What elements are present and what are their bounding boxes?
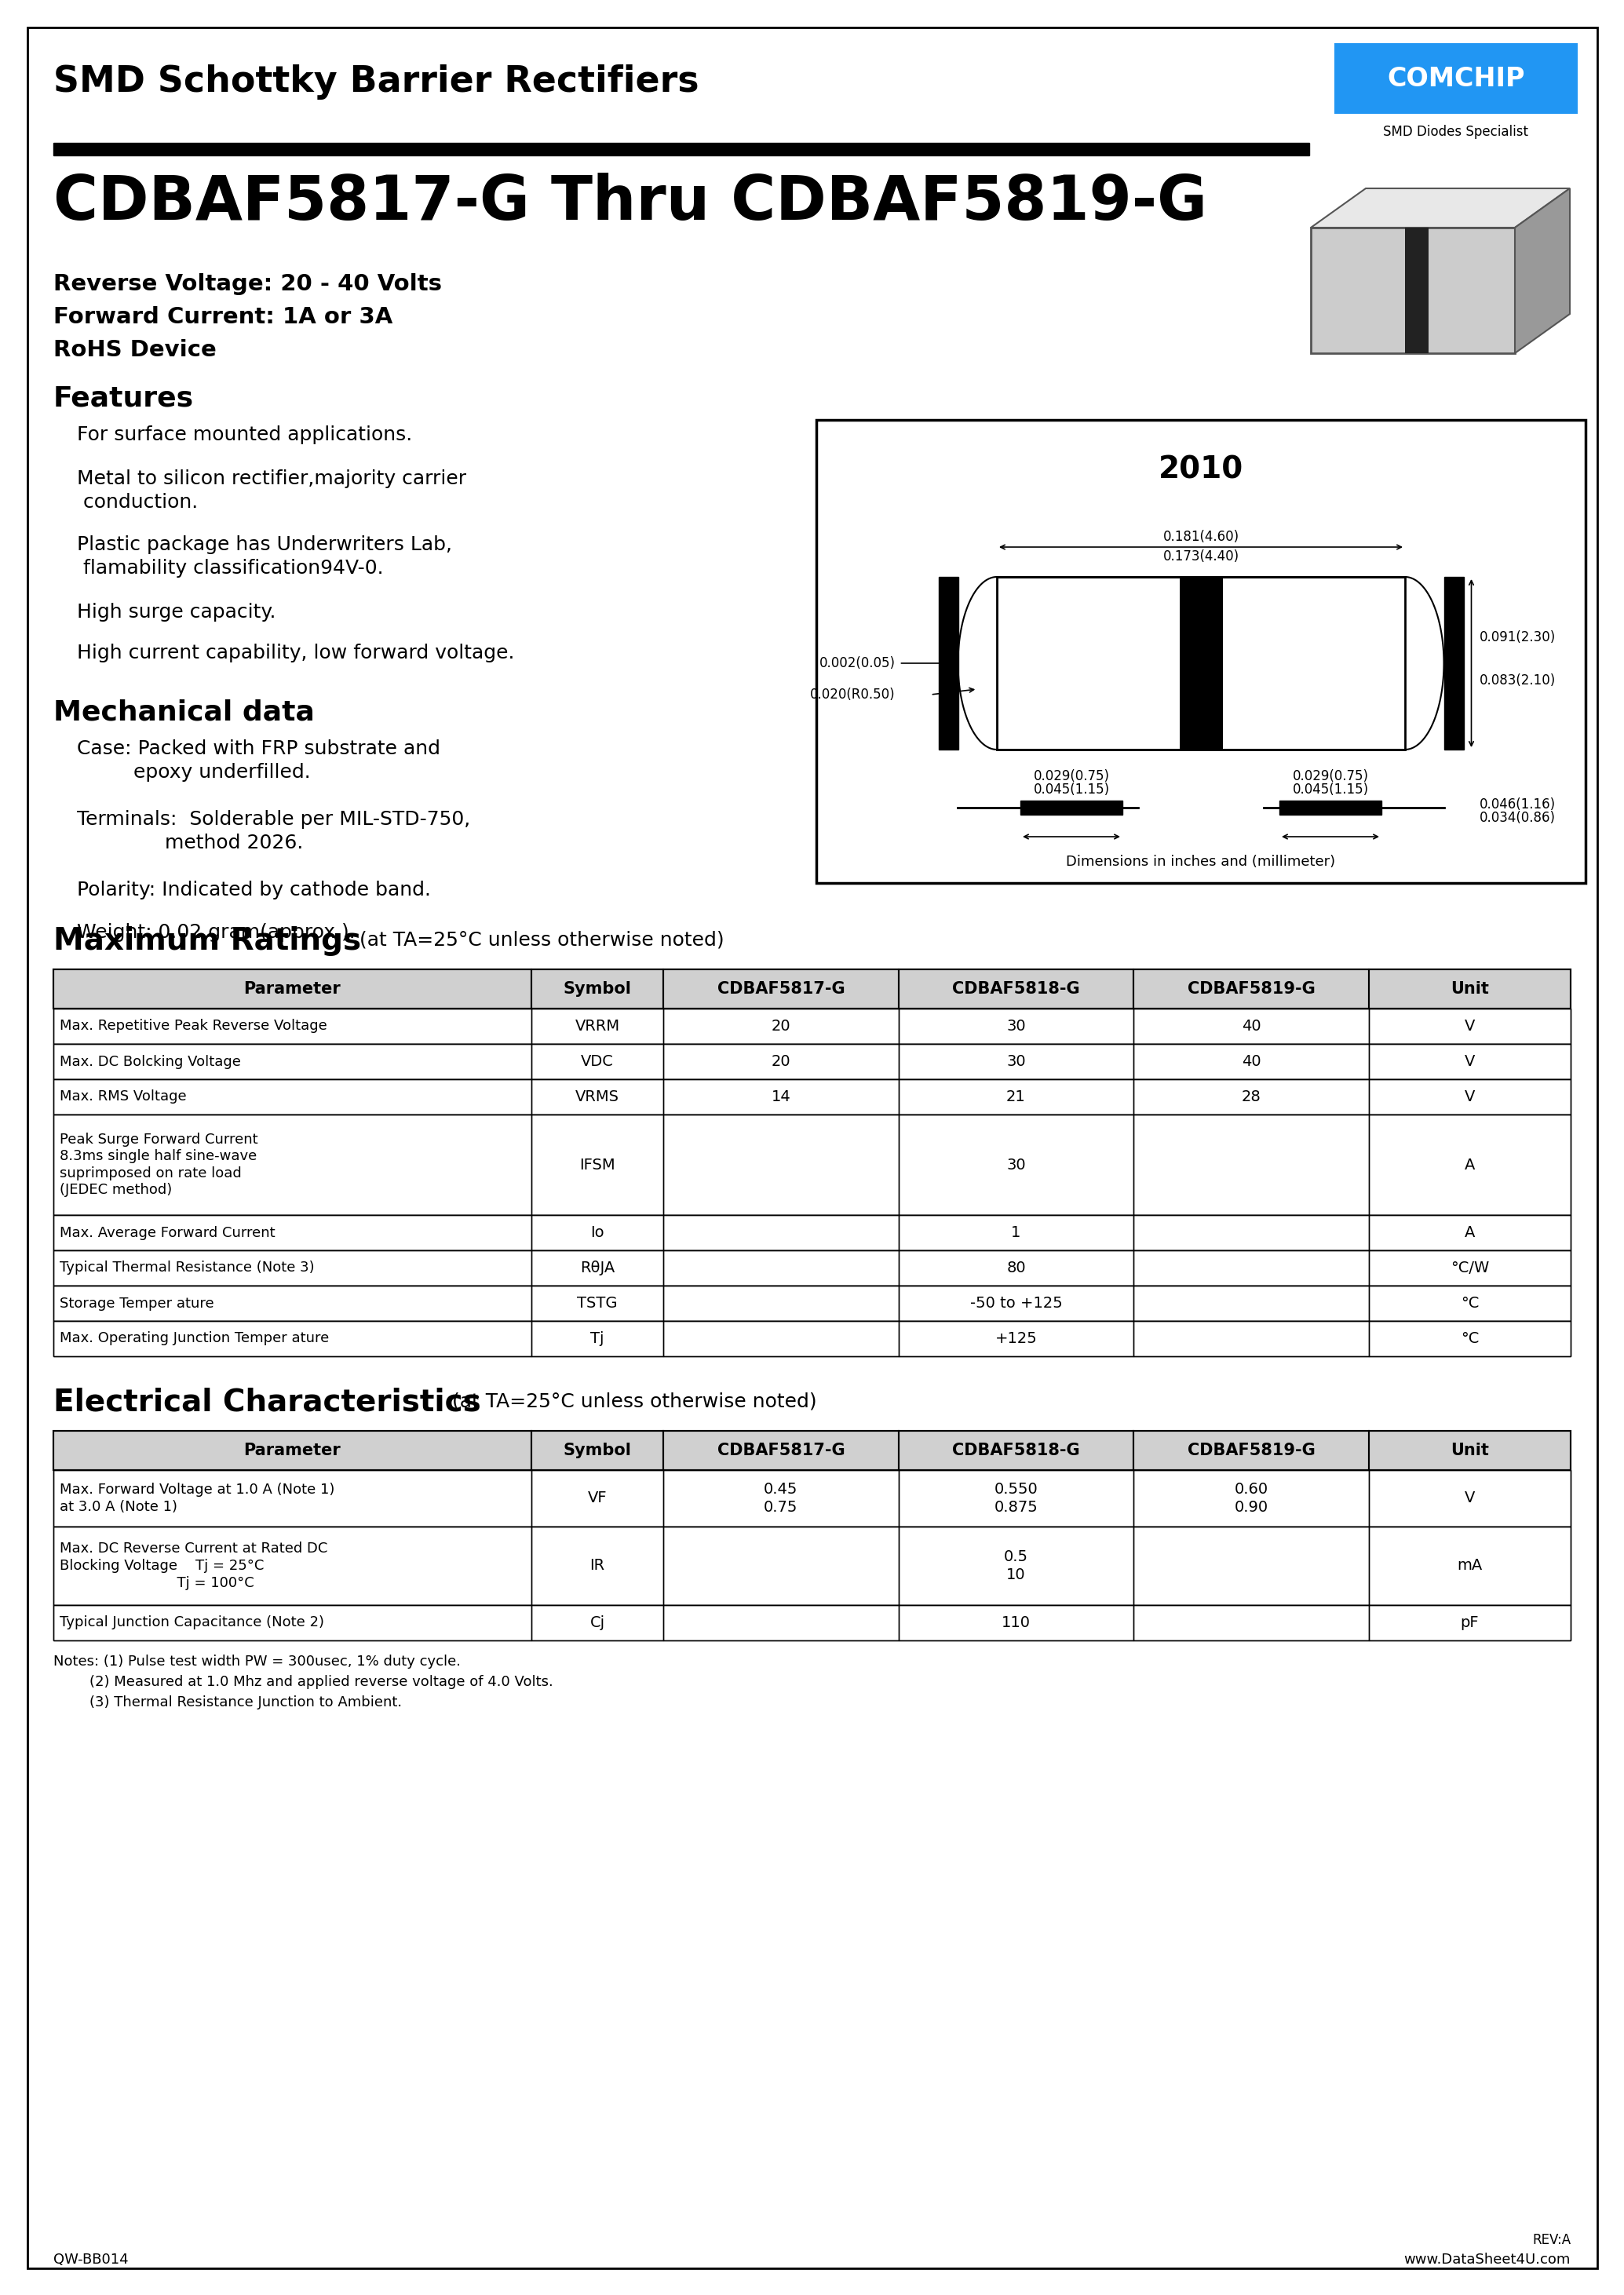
Polygon shape — [1515, 188, 1570, 353]
Text: 0.5
10: 0.5 10 — [1004, 1549, 1028, 1581]
Text: 40: 40 — [1242, 1053, 1260, 1069]
Text: Symbol: Symbol — [564, 980, 632, 996]
Bar — [531, 968, 663, 1008]
Bar — [54, 1322, 531, 1356]
Text: Typical Junction Capacitance (Note 2): Typical Junction Capacitance (Note 2) — [60, 1616, 325, 1629]
Bar — [1280, 801, 1382, 815]
Text: VRMS: VRMS — [575, 1090, 619, 1104]
Text: Forward Current: 1A or 3A: Forward Current: 1A or 3A — [54, 305, 393, 328]
Bar — [898, 1322, 1134, 1356]
Bar — [54, 1214, 1570, 1251]
Bar — [54, 1604, 1570, 1641]
Bar — [54, 1044, 1570, 1079]
Bar — [54, 1526, 531, 1604]
Bar — [1311, 227, 1515, 353]
Bar — [898, 1251, 1134, 1285]
Bar — [1405, 227, 1429, 353]
Bar — [531, 1526, 663, 1604]
Text: RoHS Device: RoHS Device — [54, 340, 216, 360]
Bar — [54, 1526, 1570, 1604]
Text: Notes: (1) Pulse test width PW = 300usec, 1% duty cycle.: Notes: (1) Pulse test width PW = 300usec… — [54, 1655, 461, 1668]
Text: (at TA=25°C unless otherwise noted): (at TA=25°C unless otherwise noted) — [447, 1393, 817, 1411]
Text: Polarity: Indicated by cathode band.: Polarity: Indicated by cathode band. — [76, 881, 430, 900]
Text: °C: °C — [1460, 1297, 1479, 1310]
Text: 30: 30 — [1007, 1019, 1026, 1033]
Bar — [663, 1115, 898, 1214]
Bar — [663, 1526, 898, 1604]
Bar — [1369, 968, 1570, 1008]
Bar — [54, 1008, 1570, 1044]
Text: Features: Features — [54, 386, 193, 411]
Bar — [1020, 801, 1122, 815]
Text: 30: 30 — [1007, 1157, 1026, 1173]
Bar — [898, 1285, 1134, 1322]
Text: Max. Forward Voltage at 1.0 A (Note 1)
at 3.0 A (Note 1): Max. Forward Voltage at 1.0 A (Note 1) a… — [60, 1483, 335, 1515]
Bar — [1369, 1079, 1570, 1115]
Bar — [1134, 1526, 1369, 1604]
Bar — [663, 1471, 898, 1526]
Text: COMCHIP: COMCHIP — [1387, 67, 1525, 92]
Bar — [663, 1430, 898, 1471]
Text: 40: 40 — [1242, 1019, 1260, 1033]
Text: Plastic package has Underwriters Lab,
 flamability classification94V-0.: Plastic package has Underwriters Lab, fl… — [76, 535, 451, 578]
Bar — [531, 1471, 663, 1526]
Bar — [1134, 1044, 1369, 1079]
Bar — [663, 1008, 898, 1044]
Text: Parameter: Parameter — [244, 1444, 341, 1457]
Text: VDC: VDC — [581, 1053, 614, 1069]
Text: 21: 21 — [1007, 1090, 1026, 1104]
Text: Max. DC Bolcking Voltage: Max. DC Bolcking Voltage — [60, 1053, 240, 1069]
Text: Maximum Ratings: Maximum Ratings — [54, 927, 361, 957]
Text: 14: 14 — [771, 1090, 791, 1104]
Bar — [1369, 1430, 1570, 1471]
Bar — [663, 1079, 898, 1115]
Bar — [531, 1115, 663, 1214]
Text: 0.181(4.60): 0.181(4.60) — [1163, 530, 1239, 544]
Text: SMD Diodes Specialist: SMD Diodes Specialist — [1384, 124, 1528, 140]
Bar — [1179, 576, 1223, 750]
Text: 1: 1 — [1012, 1226, 1021, 1239]
Bar — [898, 968, 1134, 1008]
Text: A: A — [1465, 1157, 1475, 1173]
Polygon shape — [1311, 188, 1570, 227]
Bar — [939, 576, 958, 750]
Bar — [54, 1604, 531, 1641]
Text: 20: 20 — [771, 1053, 791, 1069]
Bar — [898, 1430, 1134, 1471]
Text: VRRM: VRRM — [575, 1019, 620, 1033]
Bar — [54, 1079, 1570, 1115]
Text: VF: VF — [588, 1492, 607, 1506]
Bar — [663, 1322, 898, 1356]
Bar — [54, 1251, 1570, 1285]
Text: 0.045(1.15): 0.045(1.15) — [1033, 783, 1109, 796]
Bar — [898, 1604, 1134, 1641]
Text: CDBAF5818-G: CDBAF5818-G — [952, 1444, 1080, 1457]
Bar — [1369, 1526, 1570, 1604]
Text: SMD Schottky Barrier Rectifiers: SMD Schottky Barrier Rectifiers — [54, 64, 698, 99]
Text: °C: °C — [1460, 1331, 1479, 1347]
Text: High surge capacity.: High surge capacity. — [76, 604, 276, 622]
Bar — [898, 1214, 1134, 1251]
Text: Parameter: Parameter — [244, 980, 341, 996]
Bar — [1369, 1471, 1570, 1526]
Text: 0.083(2.10): 0.083(2.10) — [1479, 672, 1556, 688]
Text: Tj: Tj — [591, 1331, 604, 1347]
Text: Weight: 0.02 gram(approx.).: Weight: 0.02 gram(approx.). — [76, 923, 356, 941]
Bar — [1134, 1251, 1369, 1285]
Bar — [663, 1285, 898, 1322]
Text: CDBAF5817-G: CDBAF5817-G — [718, 1444, 844, 1457]
Bar — [54, 1430, 1570, 1471]
Text: (2) Measured at 1.0 Mhz and applied reverse voltage of 4.0 Volts.: (2) Measured at 1.0 Mhz and applied reve… — [54, 1675, 554, 1689]
Bar — [54, 1285, 531, 1322]
Text: -50 to +125: -50 to +125 — [970, 1297, 1062, 1310]
Text: Terminals:  Solderable per MIL-STD-750,
              method 2026.: Terminals: Solderable per MIL-STD-750, m… — [76, 810, 471, 851]
Bar — [54, 1008, 531, 1044]
Bar — [54, 1285, 1570, 1322]
Text: A: A — [1465, 1226, 1475, 1239]
Bar — [531, 1044, 663, 1079]
Bar — [898, 1008, 1134, 1044]
Text: V: V — [1465, 1492, 1475, 1506]
Text: Max. Operating Junction Temper ature: Max. Operating Junction Temper ature — [60, 1331, 330, 1345]
Text: CDBAF5818-G: CDBAF5818-G — [952, 980, 1080, 996]
Bar — [1369, 1604, 1570, 1641]
